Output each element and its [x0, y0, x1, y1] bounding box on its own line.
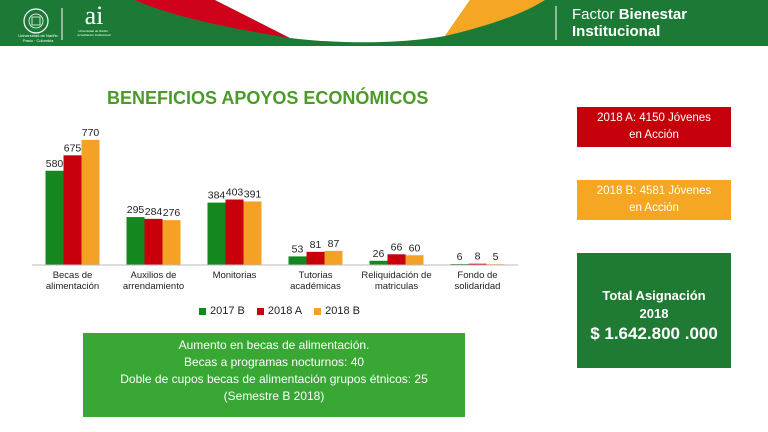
data-label-2018-a-3: 81 — [310, 239, 322, 251]
data-label-2017-b-0: 580 — [46, 158, 64, 170]
total-amount: $ 1.642.800 .000 — [590, 324, 718, 343]
box-2018a-line-2: en Acción — [629, 129, 679, 141]
bar-2018-a-1 — [144, 218, 163, 265]
legend-label-2018b: 2018 B — [325, 305, 361, 317]
university-name-text: Universidad de Nariño — [18, 33, 58, 38]
header-background — [0, 0, 768, 46]
category-label-5-1: solidaridad — [455, 281, 501, 292]
category-label-0-1: alimentación — [46, 281, 99, 292]
data-label-2018-b-1: 276 — [163, 207, 181, 219]
bar-2017-b-2 — [207, 202, 226, 265]
ai-logo-caption: Universidad de Nariño · Acreditación Ins… — [77, 29, 111, 37]
bar-2017-b-0 — [45, 170, 64, 265]
data-label-2018-a-1: 284 — [145, 206, 163, 218]
bar-2018-a-4 — [387, 254, 406, 265]
bar-2017-b-4 — [369, 260, 388, 265]
chart-legend: 2017 B 2018 A 2018 B — [199, 305, 360, 317]
data-label-2018-a-0: 675 — [64, 142, 82, 154]
bar-2018-a-3 — [306, 251, 325, 265]
data-label-2017-b-1: 295 — [127, 204, 145, 216]
data-label-2017-b-2: 384 — [208, 190, 226, 202]
box-2018a-line-1: 2018 A: 4150 Jóvenes — [597, 112, 711, 124]
category-label-4-0: Reliquidación de — [361, 270, 431, 281]
bar-2018-b-4 — [405, 255, 424, 265]
bar-2018-b-1 — [162, 220, 181, 265]
legend-item-2017b: 2017 B — [199, 305, 245, 317]
box-2018b-line-1: 2018 B: 4581 Jóvenes — [596, 185, 712, 197]
header-band: Universidad de Nariño Pasto · Colombia a… — [0, 0, 768, 46]
factor-title: Factor Bienestar Institucional — [572, 6, 687, 40]
box-2018b-jovenes: 2018 B: 4581 Jóvenes en Acción — [577, 180, 731, 220]
category-label-3-1: académicas — [290, 281, 341, 292]
legend-label-2018a: 2018 A — [267, 305, 303, 317]
data-label-2017-b-5: 6 — [457, 251, 463, 263]
university-seal-icon — [23, 8, 49, 34]
notes-line-3: Doble de cupos becas de alimentación gru… — [120, 372, 428, 386]
total-label: Total Asignación — [602, 288, 706, 303]
category-label-3-0: Tutorias — [299, 270, 333, 281]
factor-title-line2: Institucional — [572, 23, 661, 40]
data-label-2018-b-4: 60 — [409, 242, 421, 254]
university-name: Universidad de Nariño Pasto · Colombia — [13, 33, 63, 43]
category-label-0-0: Becas de — [53, 270, 93, 281]
university-sub-text: Pasto · Colombia — [22, 38, 54, 43]
data-label-2018-b-0: 770 — [82, 127, 100, 139]
bar-2018-a-5 — [468, 263, 487, 265]
notes-line-1: Aumento en becas de alimentación. — [178, 338, 370, 352]
header-decoration-white — [215, 0, 470, 43]
category-label-1-0: Auxilios de — [131, 270, 177, 281]
category-label-4-1: matriculas — [375, 281, 419, 292]
legend-item-2018a: 2018 A — [256, 305, 303, 317]
category-label-1-1: arrendamiento — [123, 281, 184, 292]
legend-label-2017b: 2017 B — [210, 305, 245, 317]
legend-swatch-2017b — [199, 307, 206, 315]
data-label-2018-b-2: 391 — [244, 188, 262, 200]
bar-2018-a-0 — [63, 155, 82, 265]
data-label-2018-a-4: 66 — [391, 241, 403, 253]
legend-swatch-2018b — [314, 307, 322, 315]
total-year: 2018 — [639, 306, 669, 321]
header-decoration-red — [135, 0, 290, 38]
notes-line-4: (Semestre B 2018) — [223, 389, 325, 403]
notes-box: Aumento en becas de alimentación. Becas … — [83, 333, 465, 417]
bar-2018-b-2 — [243, 201, 262, 265]
notes-line-2: Becas a programas nocturnos: 40 — [183, 355, 365, 369]
header-decoration-orange — [445, 0, 545, 36]
total-allocation-box: Total Asignación 2018 $ 1.642.800 .000 — [577, 253, 731, 368]
bar-2018-b-3 — [324, 250, 343, 265]
box-2018b-line-2: en Acción — [629, 202, 679, 214]
bar-2018-a-2 — [225, 199, 244, 265]
data-label-2018-b-3: 87 — [328, 238, 340, 250]
ai-logo-mark: ai — [84, 1, 104, 30]
category-label-2-0: Monitorias — [213, 270, 257, 281]
bar-2017-b-3 — [288, 256, 307, 265]
data-label-2017-b-4: 26 — [373, 248, 385, 260]
data-label-2018-b-5: 5 — [493, 251, 499, 263]
legend-swatch-2018a — [256, 307, 264, 315]
factor-title-regular: Factor — [572, 6, 619, 23]
category-label-5-0: Fondo de — [457, 270, 497, 281]
data-label-2017-b-3: 53 — [292, 243, 304, 255]
box-2018a-jovenes: 2018 A: 4150 Jóvenes en Acción — [577, 107, 731, 147]
bar-2017-b-1 — [126, 217, 145, 265]
accreditation-logo: ai Universidad de Nariño · Acreditación … — [70, 1, 118, 38]
data-label-2018-a-5: 8 — [475, 251, 481, 263]
page-title: BENEFICIOS APOYOS ECONÓMICOS — [107, 88, 429, 108]
legend-item-2018b: 2018 B — [314, 305, 360, 317]
data-label-2018-a-2: 403 — [226, 187, 244, 199]
factor-title-bold: Bienestar — [618, 6, 688, 23]
bar-2018-b-0 — [81, 139, 100, 265]
